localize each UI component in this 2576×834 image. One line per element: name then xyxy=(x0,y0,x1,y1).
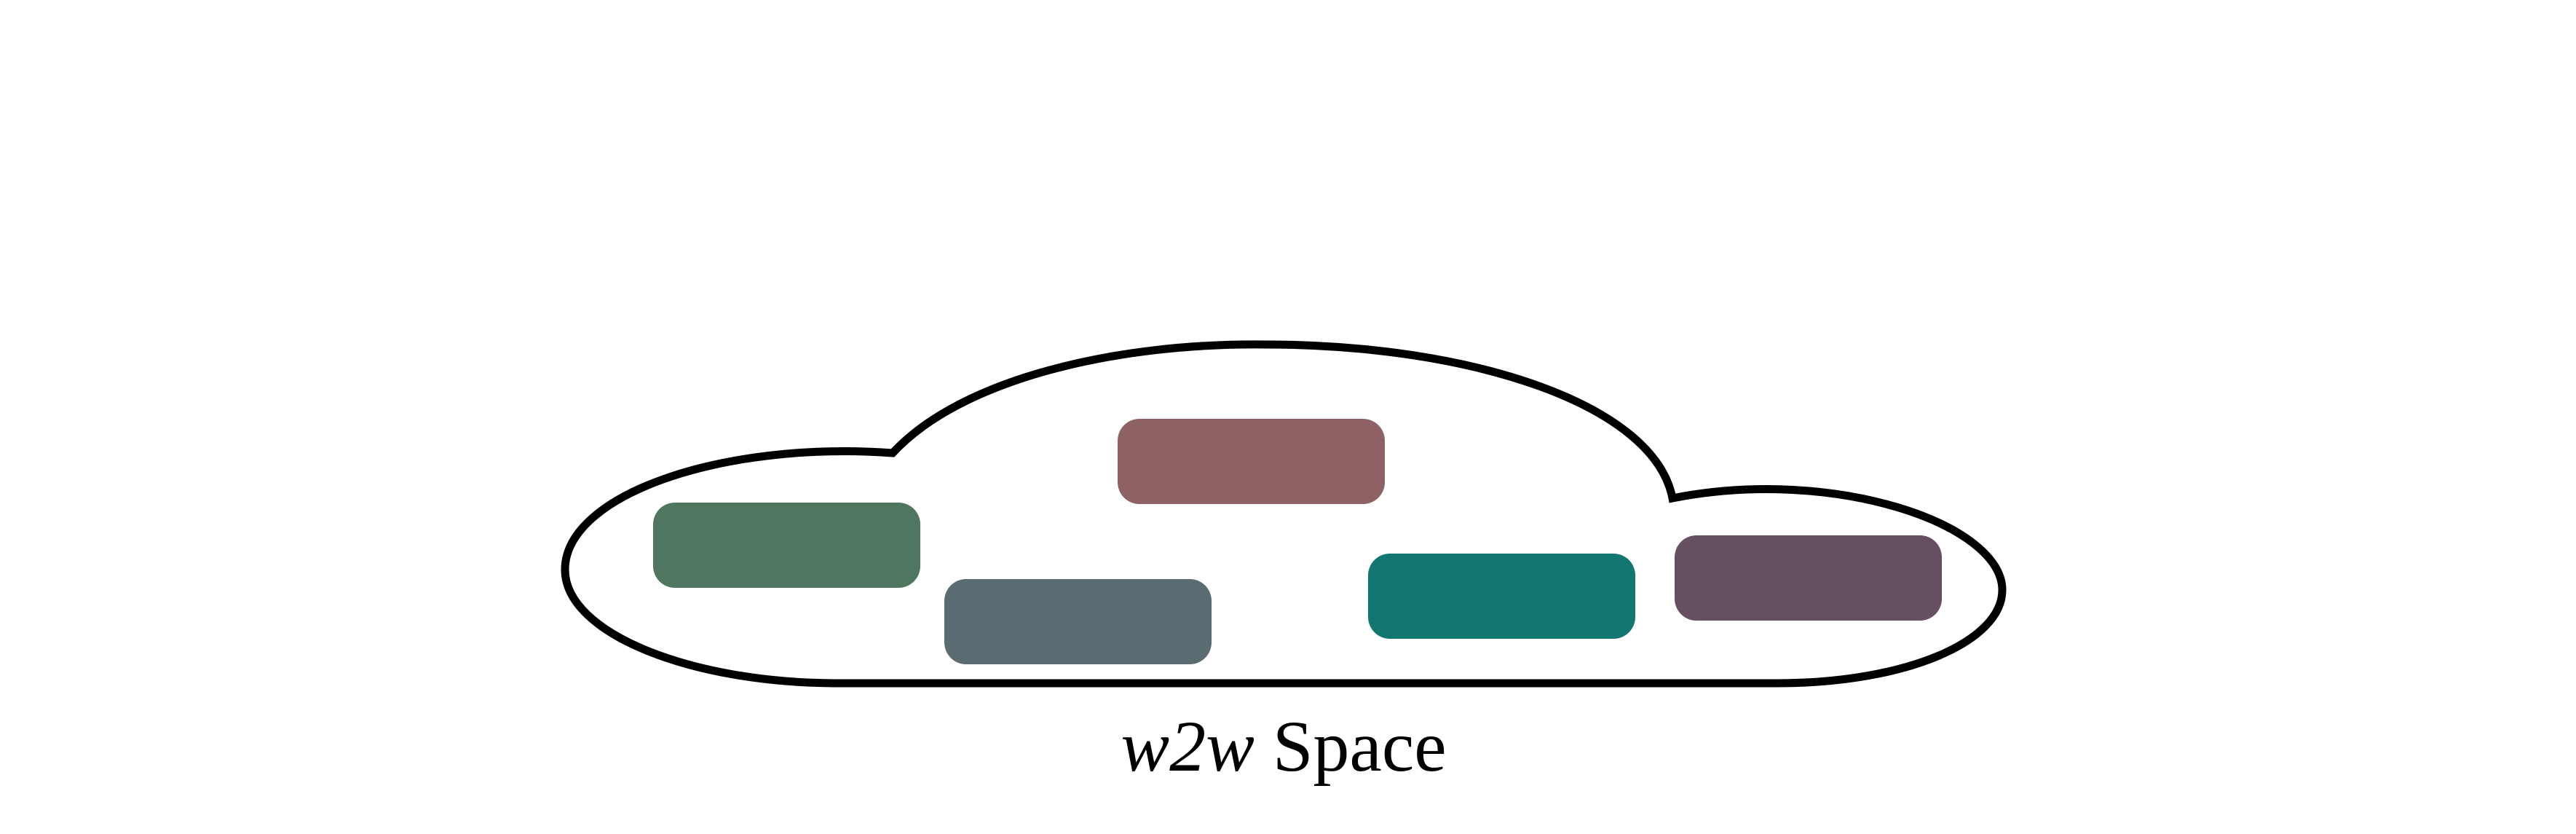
caption-rest: Space xyxy=(1255,706,1447,787)
space-cloud-outline xyxy=(561,340,2007,688)
block-rose xyxy=(1118,419,1385,504)
block-slate xyxy=(944,579,1212,664)
caption-variable: w2w xyxy=(1121,706,1254,787)
block-green xyxy=(653,503,920,588)
block-plum xyxy=(1675,535,1942,621)
block-teal xyxy=(1368,554,1635,639)
diagram-caption: w2w Space xyxy=(1121,706,1446,787)
